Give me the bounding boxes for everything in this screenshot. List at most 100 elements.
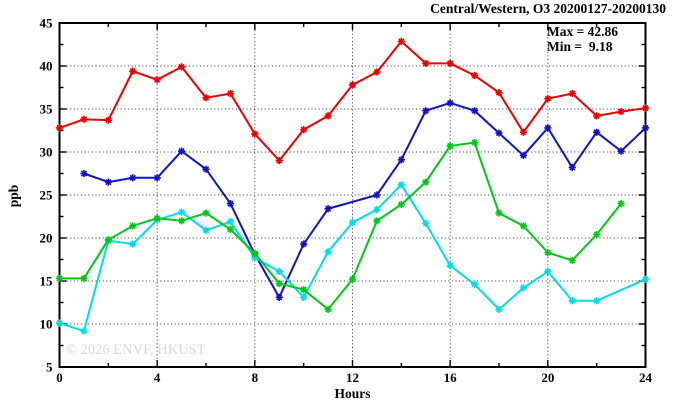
series-red-marker	[129, 67, 137, 75]
series-green-marker	[373, 217, 381, 225]
series-green-marker	[55, 274, 64, 283]
series-red-marker	[324, 112, 332, 120]
series-blue-marker	[470, 107, 479, 115]
series-green	[55, 138, 625, 313]
y-tick-label: 30	[40, 145, 53, 160]
series-green-marker	[153, 214, 161, 222]
series-green-markers	[55, 138, 625, 313]
series-blue-marker	[153, 174, 161, 182]
series-green-marker	[495, 209, 503, 217]
series-green-marker	[104, 236, 112, 244]
x-tick-label: 0	[56, 370, 63, 385]
series-blue-marker	[177, 147, 186, 155]
series-green-marker	[177, 217, 186, 225]
series-red-marker	[470, 71, 479, 80]
stat-min: Min = 9.18	[547, 38, 613, 54]
series-blue-marker	[422, 107, 430, 115]
series-blue-marker	[202, 165, 210, 173]
series-green-marker	[251, 249, 259, 258]
x-tick-label: 8	[252, 370, 259, 385]
x-tick-label: 16	[444, 370, 458, 385]
stat-max: Max = 42.86	[547, 24, 619, 39]
series-green-marker	[544, 249, 552, 257]
series-red-marker	[104, 116, 112, 124]
series-cyan-marker	[544, 267, 552, 276]
x-tick-label: 20	[541, 370, 554, 385]
y-tick-label: 5	[46, 360, 53, 375]
series-cyan-marker	[641, 275, 650, 283]
series-green-marker	[80, 274, 88, 283]
series-blue-line	[83, 101, 647, 299]
series-blue-marker	[324, 205, 332, 213]
series-green-marker	[422, 178, 430, 186]
series-cyan-marker	[226, 218, 235, 226]
series-red-marker	[446, 59, 454, 68]
x-tick-label: 4	[154, 370, 161, 385]
series-red-marker	[55, 124, 64, 132]
series-red	[55, 37, 650, 165]
series-blue-marker	[397, 156, 405, 164]
series-red-marker	[153, 76, 161, 84]
series-blue-marker	[617, 147, 625, 155]
series-green-marker	[519, 222, 528, 230]
series-cyan-marker	[446, 261, 454, 270]
series-cyan-marker	[177, 208, 186, 216]
x-axis-label: Hours	[334, 386, 371, 401]
series-blue-marker	[129, 174, 137, 182]
tick-labels: 5 10 15 20 25 30 35 40 45 0 4 8 12 16 20 24	[40, 16, 653, 386]
max-min-stats-box: Max = 42.86 Min = 9.18	[547, 24, 619, 54]
series-green-marker	[202, 209, 210, 217]
y-tick-label: 25	[40, 188, 54, 203]
series-cyan-marker	[251, 254, 259, 262]
series-blue-marker	[568, 163, 576, 172]
series-green-marker	[300, 286, 308, 294]
series-cyan-marker	[519, 284, 528, 292]
series-green-marker	[617, 200, 625, 208]
series-red-marker	[80, 115, 88, 123]
series-green-marker	[324, 305, 332, 313]
series-red-marker	[202, 94, 210, 102]
series-cyan-marker	[373, 206, 381, 214]
series-blue-marker	[104, 178, 112, 186]
series-blue-markers	[80, 99, 650, 301]
series-cyan-marker	[55, 319, 64, 327]
series-cyan-marker	[275, 267, 283, 276]
y-tick-label: 35	[40, 102, 54, 117]
series-cyan-marker	[324, 248, 332, 256]
series-green-line	[59, 141, 622, 311]
series-green-marker	[470, 138, 479, 147]
series-red-marker	[226, 89, 235, 98]
y-tick-label: 45	[40, 16, 54, 31]
series-green-marker	[129, 222, 137, 230]
series-cyan-marker	[300, 293, 308, 301]
series-green-marker	[446, 142, 454, 150]
series-red-marker	[641, 104, 650, 112]
series-red-marker	[397, 37, 405, 46]
chart-title: Central/Western, O3 20200127-20200130	[430, 1, 666, 16]
series-blue-marker	[593, 128, 601, 136]
series-cyan-marker	[129, 240, 137, 248]
series-red-markers	[55, 37, 650, 165]
series-cyan-marker	[495, 305, 503, 313]
series-red-marker	[300, 126, 308, 134]
series-red-marker	[544, 95, 552, 103]
series-green-marker	[275, 279, 283, 288]
series-cyan-marker	[202, 226, 210, 234]
series-cyan-marker	[397, 181, 405, 189]
series-cyan-marker	[348, 218, 357, 227]
y-axis-label: ppb	[6, 184, 21, 208]
series-cyan-line	[59, 183, 646, 333]
series-red-marker	[495, 89, 503, 97]
series-cyan-marker	[593, 297, 601, 305]
series-blue-marker	[519, 151, 528, 160]
series-green-marker	[397, 200, 405, 209]
watermark-text: © 2026 ENVF, HKUST	[66, 342, 206, 358]
axis-ticks	[58, 22, 647, 368]
y-tick-label: 10	[40, 317, 53, 332]
y-tick-label: 15	[40, 274, 54, 289]
x-tick-label: 24	[639, 370, 653, 385]
series-blue-marker	[275, 293, 283, 301]
series-red-marker	[251, 130, 259, 138]
series-red-marker	[177, 63, 186, 71]
series-green-marker	[348, 275, 357, 283]
